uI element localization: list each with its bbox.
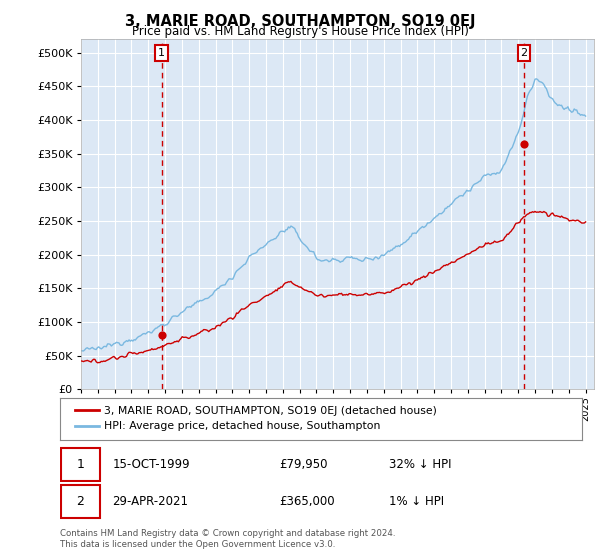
Point <box>157 331 166 340</box>
Text: £365,000: £365,000 <box>279 495 335 508</box>
FancyBboxPatch shape <box>61 447 100 481</box>
Text: 2: 2 <box>520 48 527 58</box>
Text: 3, MARIE ROAD, SOUTHAMPTON, SO19 0EJ: 3, MARIE ROAD, SOUTHAMPTON, SO19 0EJ <box>125 14 475 29</box>
Text: 29-APR-2021: 29-APR-2021 <box>112 495 188 508</box>
Text: 1: 1 <box>76 458 84 471</box>
Text: 32% ↓ HPI: 32% ↓ HPI <box>389 458 451 471</box>
Text: 1% ↓ HPI: 1% ↓ HPI <box>389 495 444 508</box>
FancyBboxPatch shape <box>61 485 100 519</box>
Text: 15-OCT-1999: 15-OCT-1999 <box>112 458 190 471</box>
Text: Contains HM Land Registry data © Crown copyright and database right 2024.
This d: Contains HM Land Registry data © Crown c… <box>60 529 395 549</box>
Text: 1: 1 <box>158 48 165 58</box>
Text: 2: 2 <box>76 495 84 508</box>
Text: £79,950: £79,950 <box>279 458 328 471</box>
Legend: 3, MARIE ROAD, SOUTHAMPTON, SO19 0EJ (detached house), HPI: Average price, detac: 3, MARIE ROAD, SOUTHAMPTON, SO19 0EJ (de… <box>71 402 442 436</box>
Point <box>519 139 529 148</box>
Text: Price paid vs. HM Land Registry's House Price Index (HPI): Price paid vs. HM Land Registry's House … <box>131 25 469 38</box>
